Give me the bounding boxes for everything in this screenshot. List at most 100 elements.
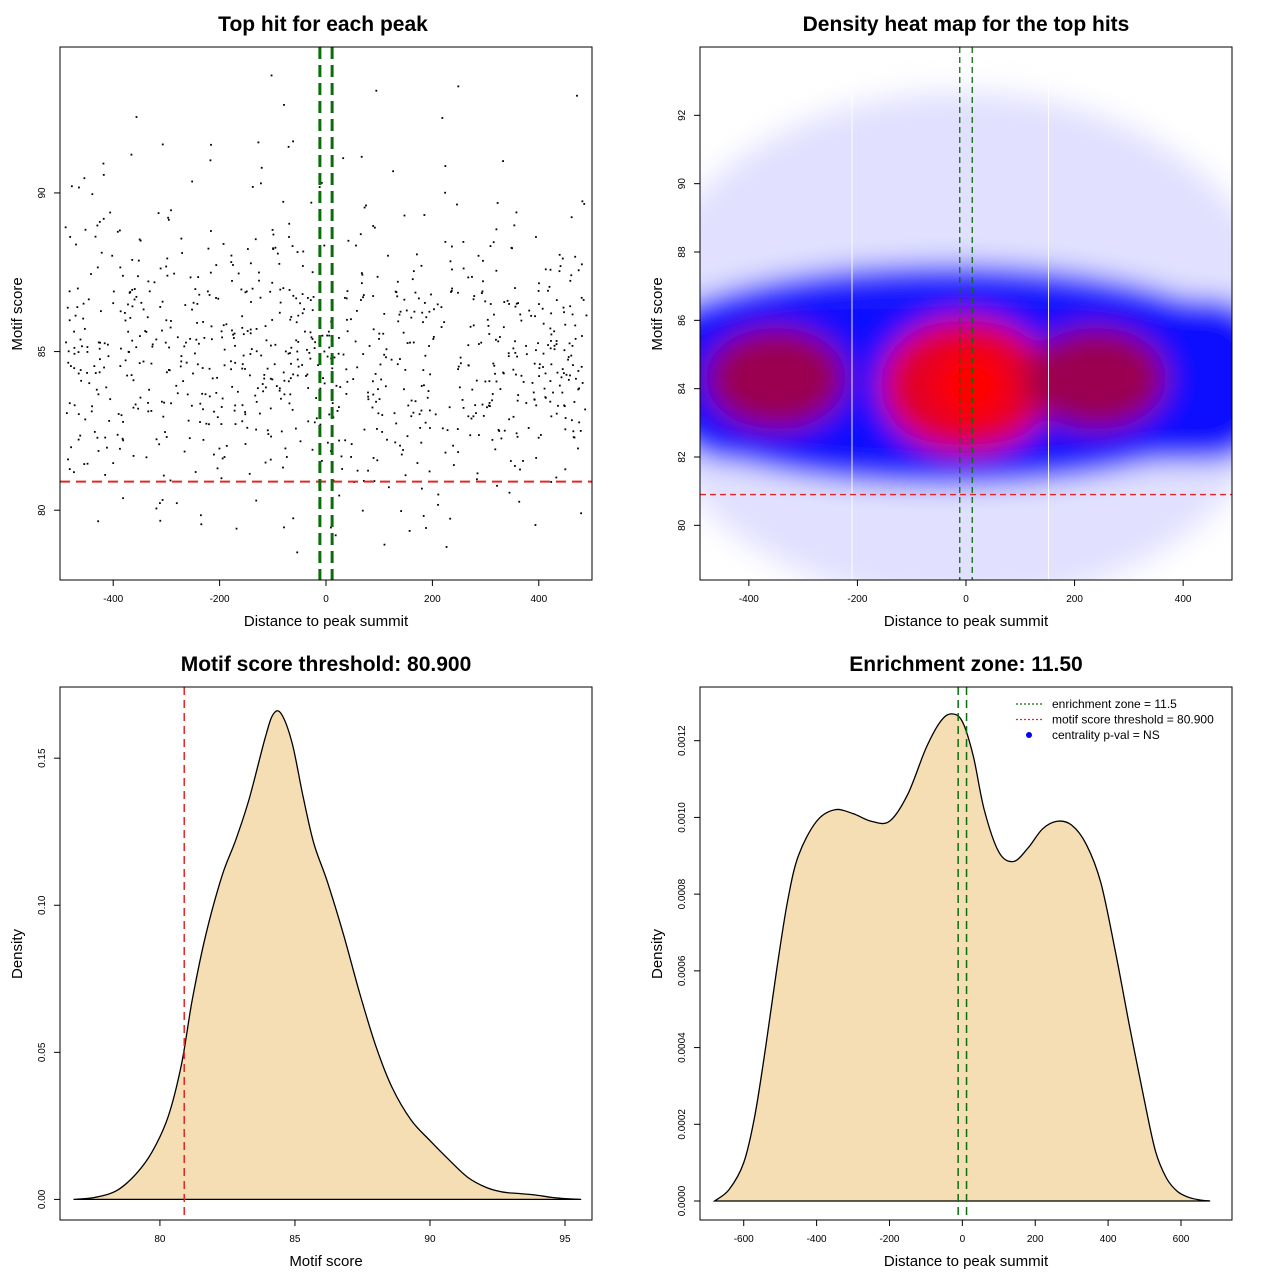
scatter-point [221, 457, 224, 460]
scatter-point [77, 372, 80, 375]
scatter-point [246, 426, 249, 429]
scatter-point [234, 404, 237, 407]
scatter-point [503, 429, 506, 432]
scatter-point [372, 225, 375, 227]
scatter-point [292, 140, 295, 143]
scatter-point [525, 353, 528, 356]
scatter-point [379, 363, 382, 366]
scatter-point [420, 409, 423, 412]
scatter-point [120, 347, 122, 350]
scatter-point [283, 103, 285, 106]
distance-density-x-tick-label: -400 [807, 1234, 827, 1245]
heatmap-y-tick-label: 80 [677, 519, 688, 531]
scatter-point [213, 453, 215, 456]
scatter-point [533, 362, 536, 365]
scatter-point [473, 295, 476, 297]
scatter-point [188, 437, 191, 440]
scatter-point [255, 350, 258, 353]
scatter-point [409, 341, 411, 344]
scatter-point [248, 472, 251, 475]
scatter-point [543, 387, 546, 390]
scatter-point [336, 410, 339, 412]
scatter-point [202, 408, 204, 411]
scatter-point [234, 344, 236, 347]
scatter-point [544, 268, 547, 271]
scatter-point [246, 330, 249, 332]
scatter-point [90, 273, 92, 275]
scatter-point [491, 399, 493, 402]
scatter-point [399, 444, 401, 447]
scatter-point [558, 384, 561, 387]
scatter-point [514, 287, 516, 289]
heatmap-hotspot [1026, 327, 1167, 430]
scatter-point [231, 385, 234, 388]
scatter-point [472, 324, 475, 327]
scatter-point [234, 361, 237, 364]
scatter-point [420, 441, 423, 444]
scatter-point [210, 338, 213, 341]
scatter-point [434, 413, 437, 416]
scatter-point [541, 307, 544, 310]
scatter-point [82, 302, 85, 305]
scatter-point [165, 265, 168, 268]
scatter-point [199, 514, 202, 517]
scatter-x-tick-label: -400 [103, 594, 123, 605]
scatter-point [558, 253, 561, 256]
scatter-point [377, 388, 379, 391]
scatter-point [350, 318, 352, 321]
scatter-point [73, 330, 75, 333]
scatter-point [98, 220, 101, 223]
scatter-point [109, 211, 112, 214]
scatter-point [194, 471, 197, 473]
scatter-point [448, 406, 451, 409]
scatter-point [577, 269, 580, 272]
scatter-point [170, 320, 172, 322]
scatter-point [102, 217, 105, 220]
scatter-point [292, 373, 295, 376]
scatter-point [216, 416, 219, 419]
scatter-point [231, 329, 233, 332]
scatter-point [403, 298, 406, 301]
scatter-point [375, 400, 377, 403]
scatter-point [320, 181, 323, 184]
scatter-point [159, 267, 162, 270]
scatter-point [495, 380, 498, 383]
scatter-point [522, 460, 524, 462]
scatter-point [578, 387, 581, 390]
scatter-point [472, 298, 475, 301]
scatter-point [381, 414, 384, 416]
scatter-point [264, 461, 267, 464]
scatter-point [198, 293, 201, 296]
scatter-point [260, 182, 262, 185]
scatter-point [400, 453, 403, 456]
scatter-point [83, 177, 86, 180]
scatter-point [86, 346, 89, 348]
scatter-point [273, 363, 276, 366]
scatter-point [345, 368, 348, 371]
scatter-point [478, 343, 480, 345]
scatter-point [165, 319, 168, 322]
scatter-point [225, 323, 228, 326]
scatter-point [412, 270, 415, 273]
scatter-point [326, 441, 329, 444]
scatter-point [130, 153, 133, 156]
scatter-point [246, 248, 249, 250]
heatmap-panel: Density heat map for the top hits -400 -2… [649, 13, 1233, 630]
scatter-point [287, 380, 290, 383]
scatter-point [137, 275, 139, 278]
scatter-point [264, 386, 267, 389]
scatter-point [124, 311, 126, 314]
scatter-point [492, 362, 495, 365]
scatter-point [570, 216, 573, 219]
scatter-point [487, 324, 490, 327]
scatter-point [506, 299, 509, 302]
scatter-point [223, 348, 226, 351]
score-density-y-tick-label: 0.00 [37, 1189, 48, 1209]
scatter-point [502, 160, 504, 162]
scatter-point [241, 420, 244, 423]
scatter-point [500, 437, 503, 440]
scatter-point [344, 439, 347, 442]
scatter-point [444, 165, 447, 167]
scatter-point [311, 448, 314, 451]
scatter-point [496, 484, 498, 487]
